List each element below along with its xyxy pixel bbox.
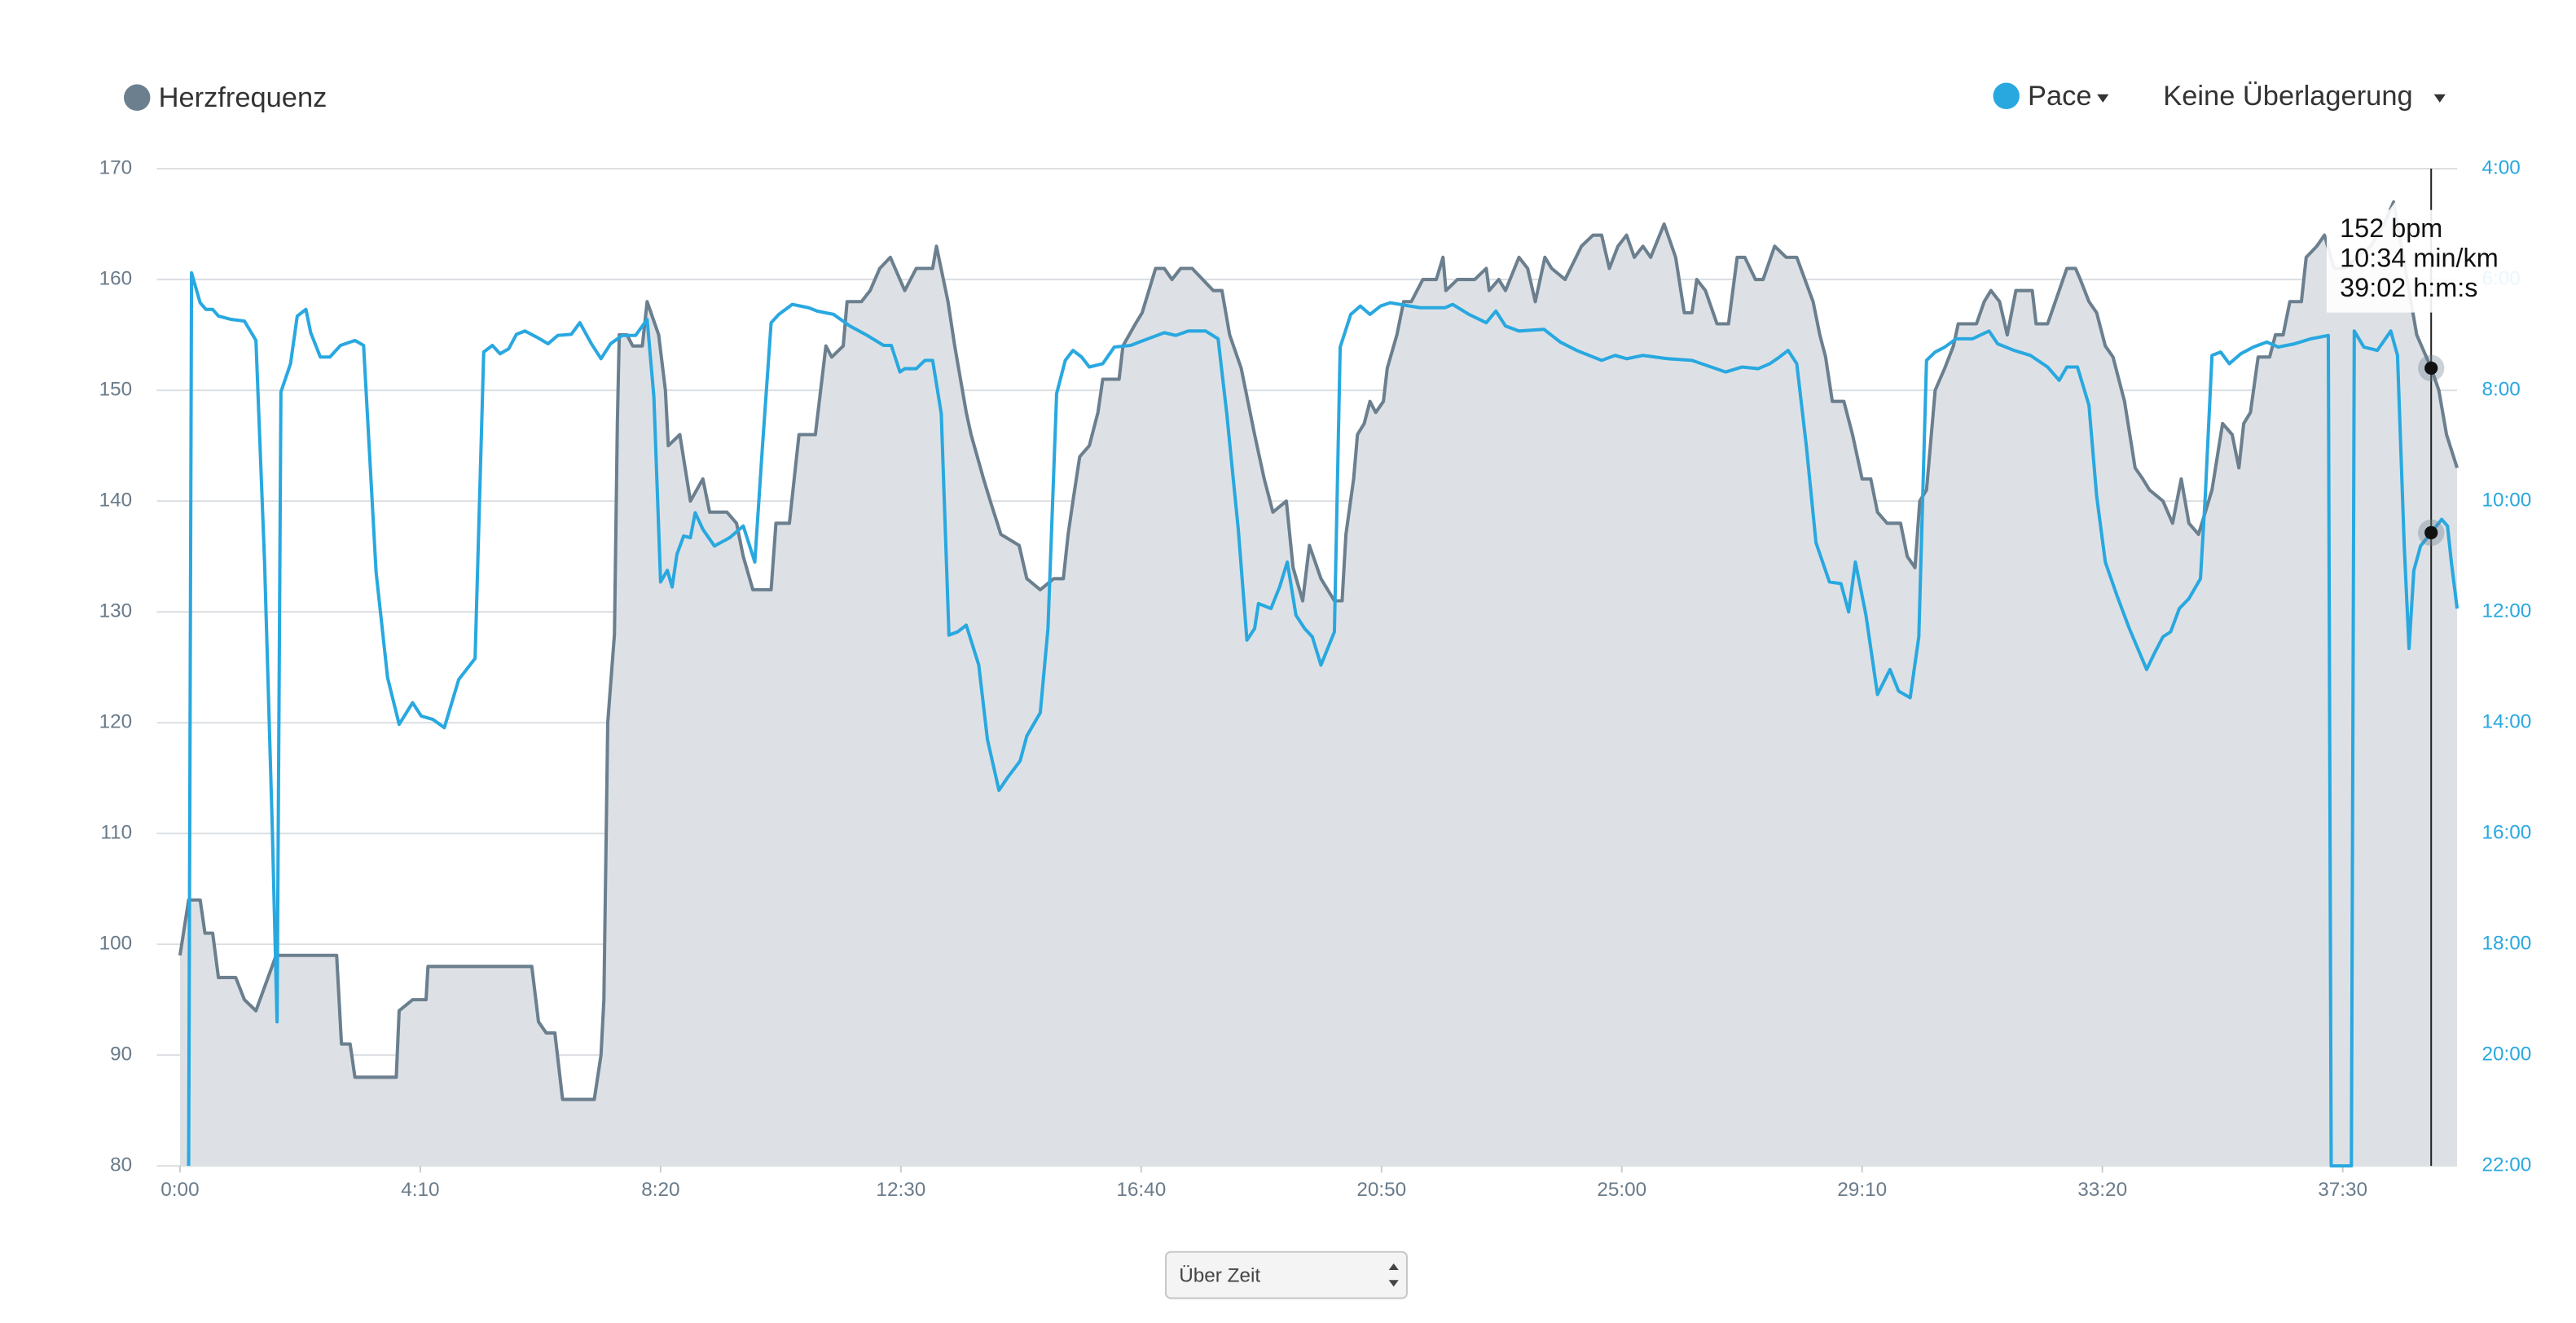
x-tick-label: 33:20 — [2077, 1179, 2127, 1201]
y2-tick-label: 8:00 — [2481, 378, 2520, 400]
x-mode-select[interactable]: Über Zeit — [1164, 1250, 1408, 1299]
select-arrows — [1388, 1263, 1399, 1287]
y-tick-label: 100 — [99, 933, 133, 955]
plot: 80901001101201301401501601704:006:008:00… — [99, 156, 2532, 1201]
y-tick-label: 80 — [110, 1154, 132, 1176]
legend-label: Herzfrequenz — [159, 82, 327, 113]
overlay-label: Keine Überlagerung — [2163, 81, 2412, 112]
x-tick-label: 16:40 — [1116, 1179, 1166, 1201]
tooltip-box — [2326, 198, 2525, 313]
select-label: Über Zeit — [1179, 1265, 1260, 1287]
y2-tick-label: 18:00 — [2481, 933, 2531, 955]
select-box — [1164, 1250, 1408, 1299]
x-tick-label: 25:00 — [1597, 1179, 1646, 1201]
y-tick-label: 120 — [99, 711, 133, 733]
x-tick-label: 4:10 — [401, 1179, 439, 1201]
tooltip-line: 152 bpm — [2340, 213, 2442, 243]
legend-pace[interactable]: Pace — [1993, 81, 2109, 112]
dropdown-arrow — [2097, 94, 2109, 103]
y-tick-label: 160 — [99, 267, 133, 289]
legend-swatch — [124, 84, 151, 112]
x-tick-label: 12:30 — [876, 1179, 925, 1201]
area — [179, 201, 2458, 1167]
hover-point — [2424, 525, 2438, 539]
y2-tick-label: 14:00 — [2481, 711, 2531, 733]
x-tick-label: 37:30 — [2318, 1179, 2367, 1201]
tooltip-line: 10:34 min/km — [2340, 243, 2499, 272]
y2-tick-label: 22:00 — [2481, 1154, 2531, 1176]
dropdown-arrow — [2433, 94, 2446, 103]
overlay-select[interactable]: Keine Überlagerung — [2163, 81, 2446, 112]
y2-tick-label: 16:00 — [2481, 822, 2531, 844]
tooltip-line: 39:02 h:m:s — [2340, 273, 2477, 302]
hover-point — [2424, 361, 2438, 375]
legend-swatch — [1993, 82, 2020, 109]
y-tick-label: 130 — [99, 600, 133, 622]
y-tick-label: 110 — [100, 822, 132, 844]
legend-label: Pace — [2028, 81, 2092, 112]
line — [178, 200, 2459, 1101]
y2-tick-label: 4:00 — [2481, 156, 2520, 178]
y2-tick-label: 12:00 — [2481, 600, 2531, 622]
x-tick-label: 29:10 — [1837, 1179, 1887, 1201]
y-tick-label: 140 — [99, 490, 133, 512]
y2-tick-label: 20:00 — [2481, 1044, 2531, 1066]
x-tick-label: 0:00 — [160, 1179, 199, 1201]
x-tick-label: 20:50 — [1356, 1179, 1406, 1201]
y-tick-label: 150 — [99, 378, 133, 400]
legend-heart-rate[interactable]: Herzfrequenz — [124, 82, 327, 113]
y2-tick-label: 10:00 — [2481, 490, 2531, 512]
line — [187, 270, 2460, 1168]
y-tick-label: 170 — [99, 156, 133, 178]
x-tick-label: 8:20 — [641, 1179, 679, 1201]
y-tick-label: 90 — [110, 1044, 132, 1066]
